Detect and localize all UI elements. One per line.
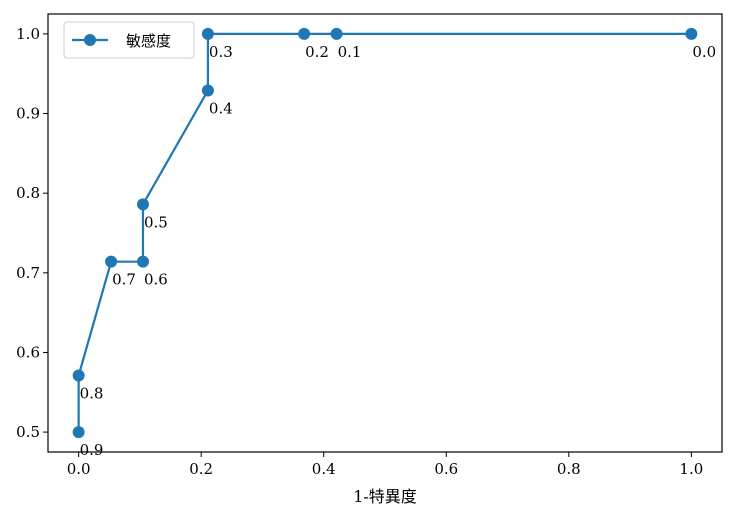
roc-data-point (201, 84, 214, 97)
x-tick-label: 1.0 (679, 460, 703, 478)
roc-data-point (136, 255, 149, 268)
x-tick-label: 0.0 (67, 460, 91, 478)
x-axis-label: 1-特異度 (353, 487, 417, 506)
y-tick-label: 0.9 (16, 105, 40, 123)
plot-frame (47, 13, 723, 453)
threshold-label: 0.4 (209, 99, 233, 117)
legend: 敏感度 (63, 21, 195, 59)
legend-box (63, 21, 195, 59)
threshold-label: 0.1 (338, 43, 362, 61)
threshold-label: 0.2 (305, 43, 329, 61)
threshold-label: 0.7 (112, 271, 136, 289)
roc-data-point (685, 27, 698, 40)
threshold-label: 0.6 (144, 271, 168, 289)
threshold-label: 0.5 (144, 213, 168, 231)
x-tick-label: 0.8 (557, 460, 581, 478)
y-tick-label: 0.8 (16, 184, 40, 202)
threshold-label: 0.0 (692, 43, 716, 61)
x-tick-label: 0.4 (312, 460, 336, 478)
ticks-layer: 0.0 0.2 0.4 0.6 0.8 1.0 0.5 0.6 0.7 0.8 0.9 1.0 (16, 25, 703, 478)
threshold-label: 0.8 (80, 385, 104, 403)
y-tick-label: 0.6 (16, 343, 40, 361)
y-tick-label: 1.0 (16, 25, 40, 43)
legend-dot-marker (84, 34, 96, 46)
point-labels-layer: 0.9 0.8 0.7 0.6 0.5 0.4 0.3 0.2 0.1 0.0 (80, 43, 717, 459)
roc-data-point (136, 198, 149, 211)
threshold-label: 0.9 (80, 441, 104, 459)
roc-data-point (201, 27, 214, 40)
roc-data-point (72, 426, 85, 439)
legend-label: 敏感度 (126, 32, 171, 50)
x-tick-label: 0.6 (434, 460, 458, 478)
roc-series-line (77, 32, 692, 433)
roc-data-point (105, 255, 118, 268)
x-tick-label: 0.2 (189, 460, 213, 478)
series-layer (72, 27, 698, 439)
roc-data-point (330, 27, 343, 40)
threshold-label: 0.3 (209, 43, 233, 61)
y-tick-label: 0.7 (16, 264, 40, 282)
y-tick-label: 0.5 (16, 423, 40, 441)
roc-data-point (298, 27, 311, 40)
roc-data-point (72, 369, 85, 382)
